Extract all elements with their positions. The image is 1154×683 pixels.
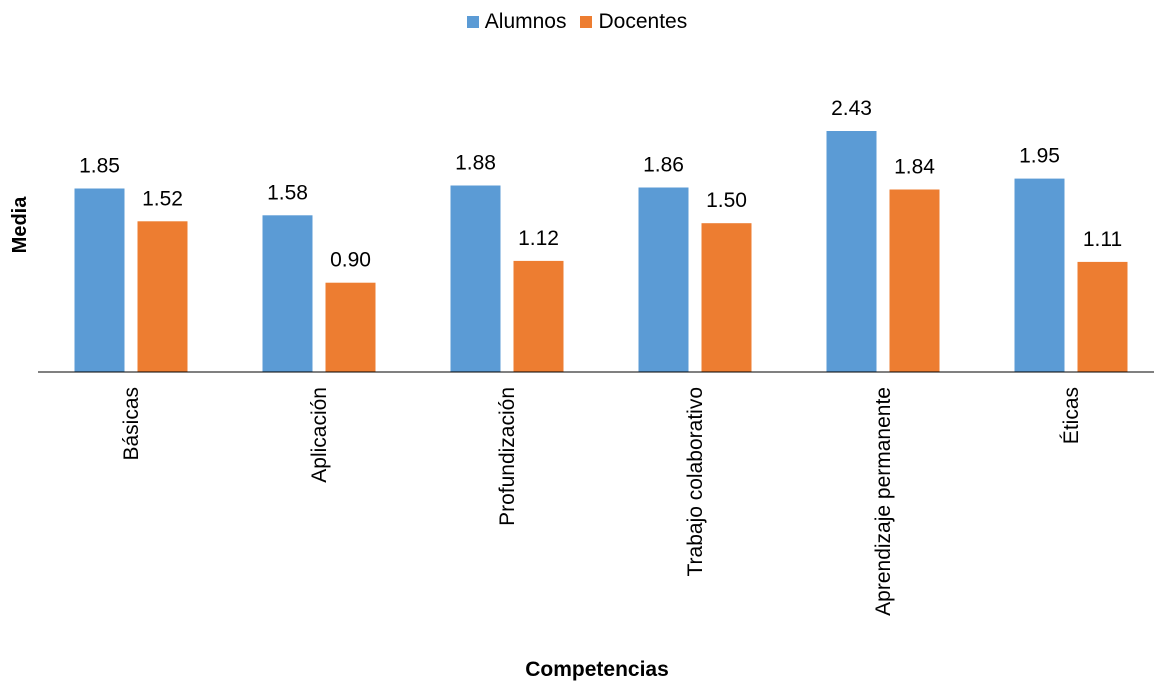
bar-alumnos-eticas xyxy=(1014,178,1065,372)
x-axis-title: Competencias xyxy=(525,658,669,681)
chart-legend: Alumnos Docentes xyxy=(0,10,1154,34)
data-label-alumnos-eticas: 1.95 xyxy=(1019,145,1060,168)
data-label-docentes-trabajo-colaborativo: 1.50 xyxy=(706,189,747,212)
data-label-alumnos-aprendizaje-permanente: 2.43 xyxy=(831,97,872,120)
x-tick-label-trabajo-colaborativo: Trabajo colaborativo xyxy=(684,387,707,577)
bar-docentes-aprendizaje-permanente xyxy=(889,189,940,372)
bar-alumnos-profundizacion xyxy=(450,185,501,372)
legend-item-alumnos: Alumnos xyxy=(466,10,567,34)
data-label-alumnos-profundizacion: 1.88 xyxy=(455,152,496,175)
bar-alumnos-aprendizaje-permanente xyxy=(826,131,877,372)
legend-label-docentes: Docentes xyxy=(598,10,688,33)
bar-docentes-eticas xyxy=(1077,261,1128,372)
x-tick-label-basicas: Básicas xyxy=(120,387,143,461)
bar-alumnos-aplicacion xyxy=(262,215,313,372)
x-tick-label-eticas: Éticas xyxy=(1060,387,1083,444)
bar-value-labels: 1.85 1.52 1.58 0.90 1.88 1.12 1.86 1.50 2.43 1.84… xyxy=(79,97,1122,272)
x-tick-label-profundizacion: Profundización xyxy=(496,387,519,526)
x-tick-labels: Básicas Aplicación Profundización Trabajo c… xyxy=(120,387,1083,616)
legend-swatch-docentes xyxy=(580,16,593,28)
data-label-alumnos-basicas: 1.85 xyxy=(79,155,120,178)
bar-docentes-basicas xyxy=(137,221,188,372)
data-label-docentes-basicas: 1.52 xyxy=(142,187,183,210)
bar-docentes-aplicacion xyxy=(325,282,376,372)
data-label-docentes-aplicacion: 0.90 xyxy=(330,249,371,272)
data-label-docentes-profundizacion: 1.12 xyxy=(518,227,559,250)
x-tick-label-aplicacion: Aplicación xyxy=(308,387,331,483)
legend-swatch-alumnos xyxy=(466,16,479,28)
bar-docentes-trabajo-colaborativo xyxy=(701,223,752,372)
legend-item-docentes: Docentes xyxy=(580,10,687,34)
bar-docentes-profundizacion xyxy=(513,260,564,372)
bars-group xyxy=(74,131,1128,372)
bar-alumnos-trabajo-colaborativo xyxy=(638,187,689,372)
data-label-docentes-aprendizaje-permanente: 1.84 xyxy=(894,156,935,179)
data-label-alumnos-aplicacion: 1.58 xyxy=(267,181,308,204)
legend-label-alumnos: Alumnos xyxy=(484,10,567,33)
x-tick-label-aprendizaje-permanente: Aprendizaje permanente xyxy=(872,387,895,616)
y-axis-title: Media xyxy=(9,196,31,254)
bar-alumnos-basicas xyxy=(74,188,125,372)
data-label-alumnos-trabajo-colaborativo: 1.86 xyxy=(643,154,684,177)
data-label-docentes-eticas: 1.11 xyxy=(1083,228,1122,251)
